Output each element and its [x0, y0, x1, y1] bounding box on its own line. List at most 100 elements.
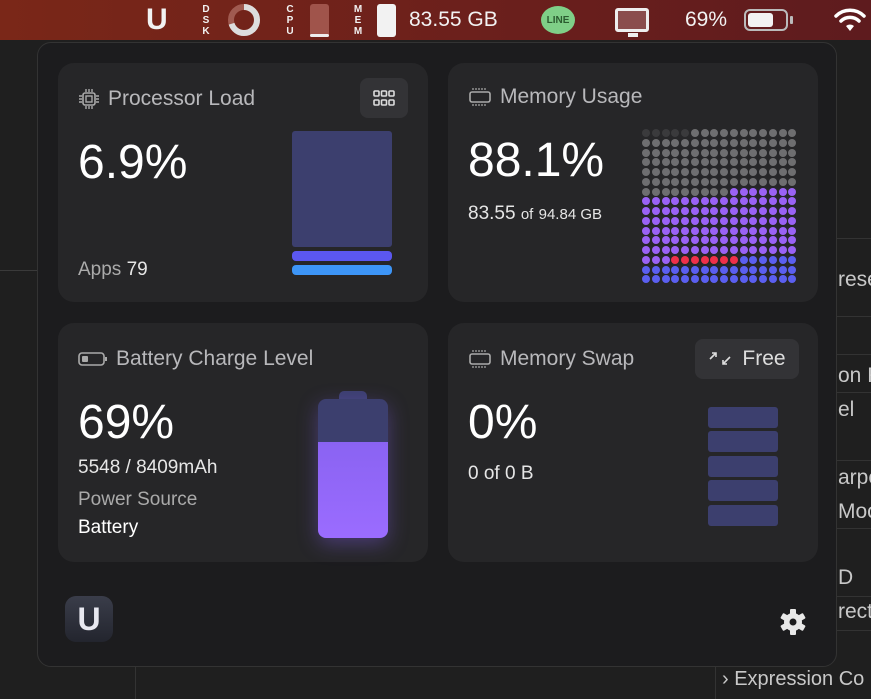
memory-dot	[651, 246, 660, 254]
memory-dot	[739, 246, 748, 254]
memory-dot	[788, 207, 797, 215]
memory-dot	[642, 226, 650, 235]
memory-dot	[651, 207, 660, 215]
memory-dot	[720, 129, 728, 137]
memory-dot	[651, 129, 660, 137]
memory-dot	[729, 236, 738, 245]
card-title: Memory Usage	[500, 85, 643, 108]
expression-controls-row[interactable]: › Expression Co	[722, 668, 865, 690]
memory-dot	[768, 129, 777, 137]
battery-percent[interactable]: 69%	[685, 8, 728, 31]
memory-dot	[749, 129, 758, 137]
bg-fragment: rese	[838, 268, 871, 291]
memory-dot	[700, 168, 709, 176]
memory-dot	[739, 148, 748, 157]
memory-dot	[690, 207, 699, 215]
memory-dot	[720, 226, 728, 235]
memory-dot	[700, 158, 709, 167]
core-grid-button[interactable]	[360, 78, 408, 118]
memory-dot	[651, 275, 660, 284]
memory-dot	[759, 246, 767, 254]
memory-dot	[690, 129, 699, 137]
memory-detail: 83.55 of 94.84 GB	[468, 203, 603, 224]
card-title: Processor Load	[108, 87, 256, 110]
disk-ring-icon[interactable]	[226, 0, 262, 40]
swap-detail: 0 of 0 B	[468, 463, 534, 484]
memory-dot	[681, 148, 689, 157]
apps-count: Apps 79	[78, 259, 148, 280]
memory-chip-icon	[469, 350, 491, 368]
swap-bar-segment	[708, 480, 778, 501]
memory-dot	[768, 236, 777, 245]
display-icon[interactable]	[615, 0, 649, 40]
memory-dot	[778, 226, 787, 235]
memory-dot	[749, 177, 758, 186]
memory-dot	[739, 207, 748, 215]
memory-dot	[651, 187, 660, 196]
memory-dot	[690, 255, 699, 264]
memory-dot	[651, 255, 660, 264]
memory-dot	[788, 265, 797, 274]
memory-dot	[681, 158, 689, 167]
app-menu-icon[interactable]: U	[146, 3, 168, 36]
memory-dot	[690, 177, 699, 186]
memory-dot	[681, 255, 689, 264]
settings-gear-icon[interactable]	[778, 607, 808, 642]
memory-dot	[720, 177, 728, 186]
memory-dot	[768, 158, 777, 167]
memory-dot	[759, 255, 767, 264]
memory-dot	[759, 138, 767, 147]
memory-dot	[661, 226, 670, 235]
memory-dot	[788, 187, 797, 196]
memory-dot	[651, 158, 660, 167]
memory-dot	[729, 275, 738, 284]
memory-dot	[739, 168, 748, 176]
memory-dot	[661, 177, 670, 186]
app-logo[interactable]: U	[65, 596, 113, 642]
memory-dot	[749, 168, 758, 176]
memory-dot	[690, 246, 699, 254]
memory-dot	[690, 148, 699, 157]
memory-dot	[749, 187, 758, 196]
memory-dot	[749, 207, 758, 215]
wifi-icon[interactable]	[834, 0, 866, 40]
line-app-icon[interactable]: LINE	[541, 0, 575, 40]
memory-dot	[710, 236, 719, 245]
power-source-value: Battery	[78, 517, 139, 538]
bg-fragment: rect	[838, 600, 871, 623]
memory-dot	[671, 158, 680, 167]
memory-dot	[768, 226, 777, 235]
memory-dot	[690, 236, 699, 245]
stats-popover: Processor Load 6.9% Apps 79 Memory Usage…	[37, 42, 837, 667]
memory-dot	[768, 255, 777, 264]
battery-outline-icon	[78, 352, 107, 366]
memory-dot	[642, 265, 650, 274]
memory-dot	[661, 129, 670, 137]
memory-text[interactable]: 83.55 GB	[409, 8, 498, 31]
battery-icon[interactable]	[744, 0, 793, 40]
memory-dot	[710, 197, 719, 206]
memory-dot	[768, 197, 777, 206]
swap-percent: 0%	[468, 396, 538, 449]
memory-dot	[642, 255, 650, 264]
memory-dot	[768, 187, 777, 196]
cpu-bar-icon[interactable]	[310, 0, 329, 40]
free-memory-button[interactable]: Free	[695, 339, 799, 379]
memory-dot	[661, 197, 670, 206]
memory-dot	[778, 207, 787, 215]
memory-dot	[690, 197, 699, 206]
memory-dot	[720, 207, 728, 215]
memory-dot	[710, 265, 719, 274]
memory-dot	[720, 255, 728, 264]
memory-dot	[671, 265, 680, 274]
memory-dot	[759, 236, 767, 245]
memory-dot	[749, 226, 758, 235]
battery-capacity: 5548 / 8409mAh	[78, 457, 218, 478]
memory-dot	[720, 265, 728, 274]
memory-dot	[759, 207, 767, 215]
memory-dot	[700, 236, 709, 245]
memory-dot	[759, 148, 767, 157]
memory-dot	[749, 275, 758, 284]
memory-bar-icon[interactable]	[377, 0, 396, 40]
memory-dot	[671, 216, 680, 225]
